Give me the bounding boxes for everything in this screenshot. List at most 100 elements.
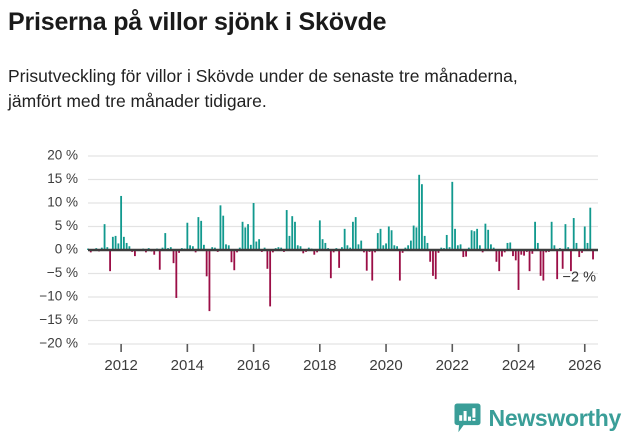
- bar: [423, 235, 426, 250]
- bar: [122, 236, 125, 250]
- bar: [321, 239, 324, 250]
- bar: [343, 228, 346, 250]
- bar: [478, 245, 481, 250]
- bar: [445, 234, 448, 250]
- x-tick-label: 2018: [303, 357, 336, 374]
- bar: [302, 250, 305, 254]
- bar: [376, 233, 379, 250]
- y-tick-label: 20 %: [47, 148, 78, 163]
- bar: [313, 250, 316, 255]
- bar: [465, 250, 467, 257]
- y-tick-label: −15 %: [39, 312, 78, 327]
- bar: [487, 229, 490, 250]
- bar: [125, 242, 128, 250]
- bar: [385, 243, 387, 250]
- bar: [365, 250, 368, 271]
- bar: [109, 250, 111, 272]
- brand-name: Newsworthy: [488, 404, 622, 431]
- bar: [578, 250, 581, 258]
- bar: [379, 228, 382, 250]
- bar: [570, 250, 572, 272]
- bar: [589, 207, 592, 250]
- x-tick-label: 2020: [369, 357, 402, 374]
- bar: [247, 224, 249, 250]
- bar: [371, 250, 374, 281]
- bar: [473, 231, 476, 250]
- bar: [539, 250, 542, 276]
- x-tick-label: 2024: [502, 357, 535, 374]
- bar: [426, 242, 429, 250]
- bar: [341, 247, 343, 250]
- chart-svg: 20 % 15 % 10 % 5 % 0 % −5 % −10 % −15 % −20 % 20…: [39, 148, 601, 374]
- bar: [412, 225, 415, 250]
- bar: [415, 227, 418, 250]
- y-axis-labels: 20 % 15 % 10 % 5 % 0 % −5 % −10 % −15 % −20 %: [39, 148, 78, 351]
- bar: [534, 221, 536, 250]
- y-tick-label: 0 %: [55, 242, 78, 257]
- bar: [241, 221, 244, 250]
- bar: [592, 250, 594, 260]
- bar: [233, 250, 236, 271]
- bar-chart-speech-bubble-icon: [454, 403, 481, 433]
- bar: [451, 181, 454, 250]
- bar: [354, 217, 357, 250]
- bar: [550, 221, 553, 250]
- bar: [501, 250, 503, 257]
- bar: [583, 226, 586, 250]
- bar: [352, 221, 354, 250]
- bar: [318, 220, 321, 250]
- page-subtitle: Prisutveckling för villor i Skövde under…: [8, 66, 518, 111]
- bar: [561, 250, 564, 269]
- bar: [208, 250, 211, 312]
- x-axis: 2012 2014 2016 2018 2020 2022 2024 2026: [104, 344, 601, 374]
- bar: [437, 250, 440, 253]
- bar: [567, 247, 570, 250]
- bar: [514, 250, 517, 261]
- bar: [117, 243, 120, 250]
- bar: [120, 195, 123, 250]
- bar: [553, 245, 556, 250]
- bar: [390, 230, 393, 250]
- bar: [498, 250, 501, 272]
- bar: [285, 210, 288, 250]
- bar: [134, 250, 136, 257]
- bar: [258, 239, 261, 250]
- bar: [506, 242, 509, 250]
- bar: [586, 242, 589, 250]
- bar: [357, 244, 360, 250]
- x-tick-label: 2014: [171, 357, 204, 374]
- bar: [222, 215, 225, 250]
- bar: [225, 244, 227, 250]
- bar: [200, 220, 203, 250]
- bar: [484, 223, 487, 250]
- bar: [542, 250, 545, 281]
- bar: [203, 244, 205, 250]
- x-tick-label: 2026: [568, 357, 601, 374]
- bar: [536, 242, 539, 250]
- bar: [520, 250, 523, 255]
- y-tick-label: 15 %: [47, 171, 78, 186]
- bar: [324, 242, 327, 250]
- bar: [111, 236, 114, 250]
- bar: [294, 221, 296, 250]
- bar: [205, 250, 208, 277]
- footer-branding: Newsworthy: [454, 403, 621, 433]
- bar: [528, 250, 531, 272]
- bar: [387, 226, 390, 250]
- bar: [409, 240, 412, 250]
- bar: [158, 250, 161, 270]
- bar: [128, 246, 131, 250]
- bar: [106, 247, 109, 250]
- bar: [346, 245, 349, 250]
- bar: [512, 250, 514, 257]
- bar: [288, 235, 291, 250]
- bar: [329, 250, 332, 279]
- last-value-annotation: −2 %: [563, 269, 597, 285]
- bar: [509, 242, 512, 250]
- bar: [227, 245, 230, 250]
- bar: [490, 244, 492, 250]
- bar: [421, 184, 423, 250]
- bar: [476, 228, 479, 250]
- bar: [495, 250, 498, 262]
